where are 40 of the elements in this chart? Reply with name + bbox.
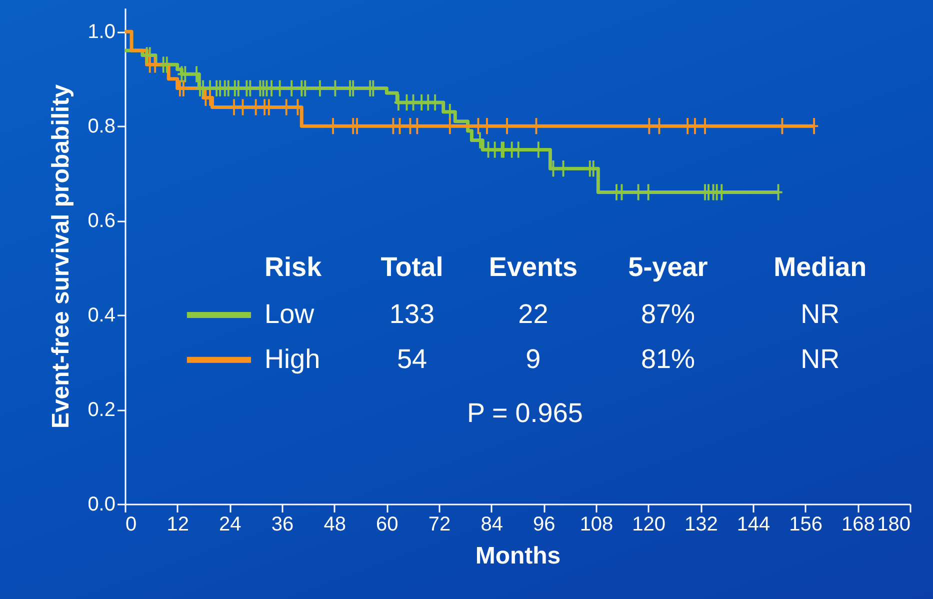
annotation: 9	[526, 344, 541, 374]
x-tick-label: 84	[480, 514, 503, 536]
annotation: 133	[389, 299, 434, 330]
x-tick-label: 60	[376, 514, 398, 536]
x-tick-label: 12	[166, 514, 189, 536]
x-tick-label: 48	[324, 514, 346, 536]
annotation: Events	[488, 252, 578, 282]
y-tick-label: 0.2	[88, 399, 116, 422]
annotation: NR	[800, 299, 840, 330]
annotation: P = 0.965	[466, 398, 583, 428]
x-tick-label: 24	[219, 514, 242, 536]
x-tick-label: 156	[789, 514, 823, 536]
annotation: 22	[518, 299, 548, 330]
x-tick-label: 144	[736, 514, 770, 536]
annotation: 87%	[640, 299, 695, 330]
y-tick-label: 0.8	[88, 116, 116, 138]
legend-label: Low	[264, 299, 315, 330]
x-tick-label: 96	[533, 514, 556, 536]
y-tick-label: 0.4	[88, 304, 116, 327]
x-tick-label: 36	[271, 514, 294, 536]
x-tick-label: 0	[126, 514, 137, 536]
legend-title: Risk	[264, 252, 323, 282]
annotation: 5-year	[628, 252, 708, 282]
annotation: 81%	[640, 344, 695, 374]
x-tick-label: 132	[684, 514, 718, 536]
x-tick-label: 120	[632, 514, 666, 536]
annotation: Median	[774, 252, 867, 282]
x-tick-label: 168	[841, 514, 875, 536]
legend-label: High	[264, 344, 320, 374]
x-axis-title: Months	[475, 542, 561, 570]
annotation: 54	[396, 344, 427, 374]
y-tick-label: 0.6	[88, 210, 116, 232]
x-tick-label: 180	[877, 514, 910, 536]
y-tick-label: 0.0	[88, 494, 116, 516]
annotation: Total	[380, 252, 444, 282]
x-tick-label: 108	[580, 514, 614, 536]
x-tick-label: 72	[428, 514, 451, 536]
y-tick-label: 1.0	[88, 21, 116, 44]
annotation: NR	[800, 344, 840, 374]
y-axis-title: Event-free survival probability	[48, 84, 75, 429]
